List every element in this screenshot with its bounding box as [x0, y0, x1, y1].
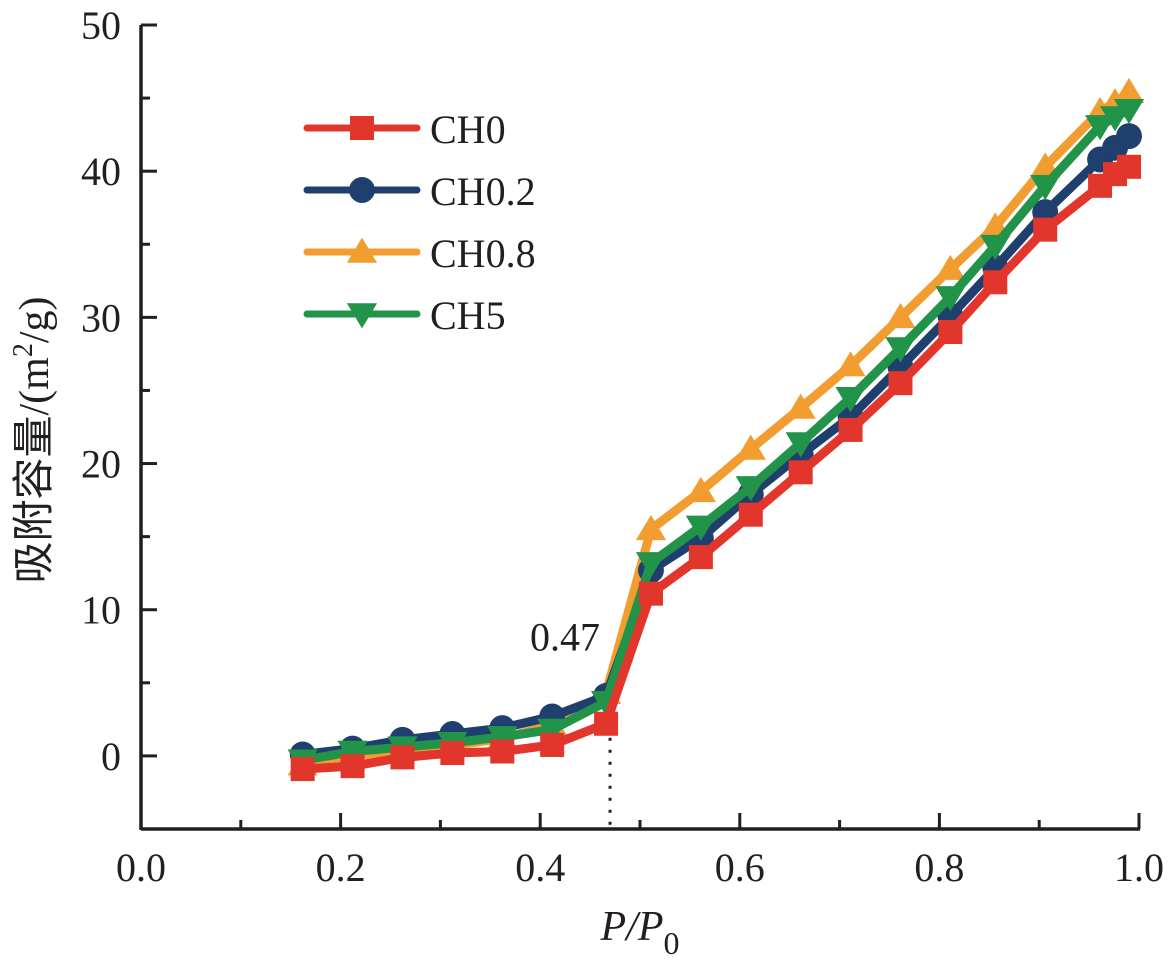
data-point — [635, 552, 667, 578]
y-tick-label: 10 — [81, 588, 121, 633]
legend-marker-triangle-down-icon — [346, 303, 378, 329]
data-point — [688, 545, 713, 570]
legend-label: CH5 — [430, 293, 506, 338]
x-tick-label: 0.6 — [715, 845, 765, 890]
x-tick-label: 0.0 — [116, 845, 166, 890]
annotation-layer: 0.47 — [530, 615, 612, 829]
data-point — [788, 460, 813, 485]
data-point — [490, 739, 515, 764]
data-point — [838, 417, 863, 442]
data-point — [1113, 77, 1145, 104]
y-axis-title-prefix: 吸附容量/(m — [11, 357, 58, 584]
data-point — [935, 286, 966, 312]
series-ch0-8 — [287, 77, 1145, 776]
series-line — [298, 105, 1134, 765]
axes: 0.0 0.2 0.4 0.6 0.8 1.0 0 10 20 30 40 50 — [81, 3, 1164, 890]
y-axis-title: 吸附容量/(m2/g) — [8, 297, 58, 584]
x-tick-label: 0.4 — [515, 845, 565, 890]
data-point — [340, 754, 365, 779]
legend: CH0 CH0.2 CH0.8 CH5 — [303, 107, 536, 338]
data-point — [1033, 217, 1058, 242]
legend-marker-circle-icon — [349, 177, 375, 203]
data-point — [738, 502, 763, 527]
data-point — [594, 711, 619, 736]
data-point — [685, 476, 716, 503]
data-point — [885, 337, 916, 363]
data-point — [290, 757, 315, 782]
y-tick-label: 20 — [81, 442, 121, 487]
x-tick-label: 0.8 — [914, 845, 964, 890]
data-point — [983, 270, 1008, 295]
data-point — [537, 718, 568, 744]
data-point — [785, 393, 816, 419]
y-axis-title-suffix: /g) — [12, 297, 58, 344]
legend-label: CH0.2 — [430, 169, 536, 214]
data-point — [1117, 154, 1142, 179]
legend-label: CH0 — [430, 107, 506, 152]
y-axis-title-superscript: 2 — [8, 343, 39, 357]
series-ch0 — [290, 154, 1142, 782]
data-point — [638, 581, 663, 606]
data-point — [938, 319, 963, 344]
x-tick-label: 0.2 — [316, 845, 366, 890]
legend-item: CH5 — [303, 293, 506, 338]
x-axis-title-main: P/P — [600, 904, 664, 950]
annotation-label: 0.47 — [530, 615, 600, 660]
series-layer — [287, 77, 1145, 782]
data-point — [785, 432, 816, 458]
y-tick-label: 50 — [81, 3, 121, 48]
legend-label: CH0.8 — [430, 231, 536, 276]
data-point — [835, 386, 866, 413]
data-point — [390, 745, 415, 770]
legend-item: CH0.8 — [303, 231, 536, 276]
data-point — [735, 476, 766, 502]
y-tick-label: 30 — [81, 295, 121, 340]
legend-marker-square-icon — [350, 116, 374, 140]
legend-item: CH0.2 — [303, 169, 536, 214]
x-axis-title: P/P0 — [600, 904, 680, 961]
data-point — [1030, 175, 1061, 201]
data-point — [440, 740, 465, 765]
data-point — [540, 732, 565, 757]
series-line — [298, 87, 1134, 770]
data-point — [980, 234, 1011, 261]
data-point — [635, 514, 667, 541]
data-point — [1113, 98, 1145, 125]
x-tick-label: 1.0 — [1114, 845, 1164, 890]
data-point — [885, 302, 916, 329]
data-point — [735, 434, 766, 460]
legend-item: CH0 — [303, 107, 506, 152]
data-point — [1084, 115, 1116, 141]
data-point — [685, 515, 716, 541]
data-point — [888, 371, 913, 396]
data-point — [337, 740, 368, 766]
legend-marker-triangle-up-icon — [346, 237, 378, 263]
data-point — [835, 351, 866, 377]
data-point — [1116, 123, 1142, 150]
x-axis-title-subscript: 0 — [663, 925, 679, 961]
data-point — [935, 254, 966, 280]
y-tick-label: 40 — [81, 149, 121, 194]
data-point — [487, 726, 518, 752]
y-tick-label: 0 — [101, 734, 121, 779]
